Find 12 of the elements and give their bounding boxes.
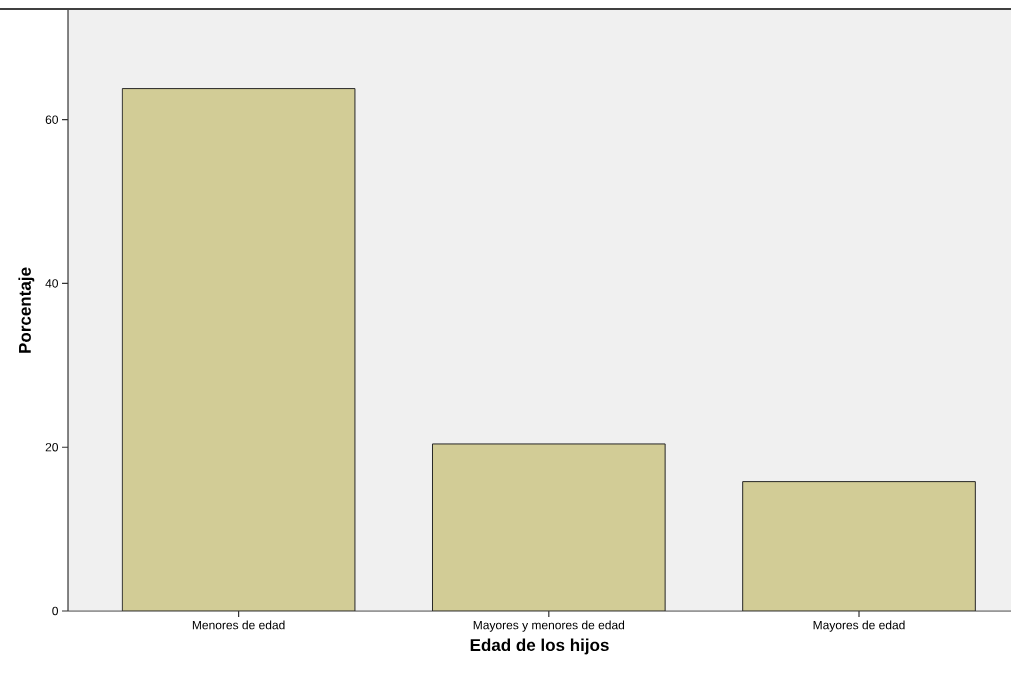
y-axis-title: Porcentaje (18, 267, 35, 353)
x-tick-label: Mayores de edad (813, 620, 905, 632)
bar (121, 88, 356, 611)
bar (431, 443, 666, 611)
x-tick-label: Mayores y menores de edad (473, 620, 625, 632)
y-tick-label: 40 (45, 279, 59, 288)
bar (742, 481, 976, 611)
y-tick-label: 60 (45, 115, 59, 124)
x-tick-label: Menores de edad (192, 620, 285, 630)
y-tick-label: 20 (45, 442, 59, 452)
y-tick-label: 0 (52, 606, 59, 616)
x-axis-title: Edad de los hijos (470, 638, 609, 655)
